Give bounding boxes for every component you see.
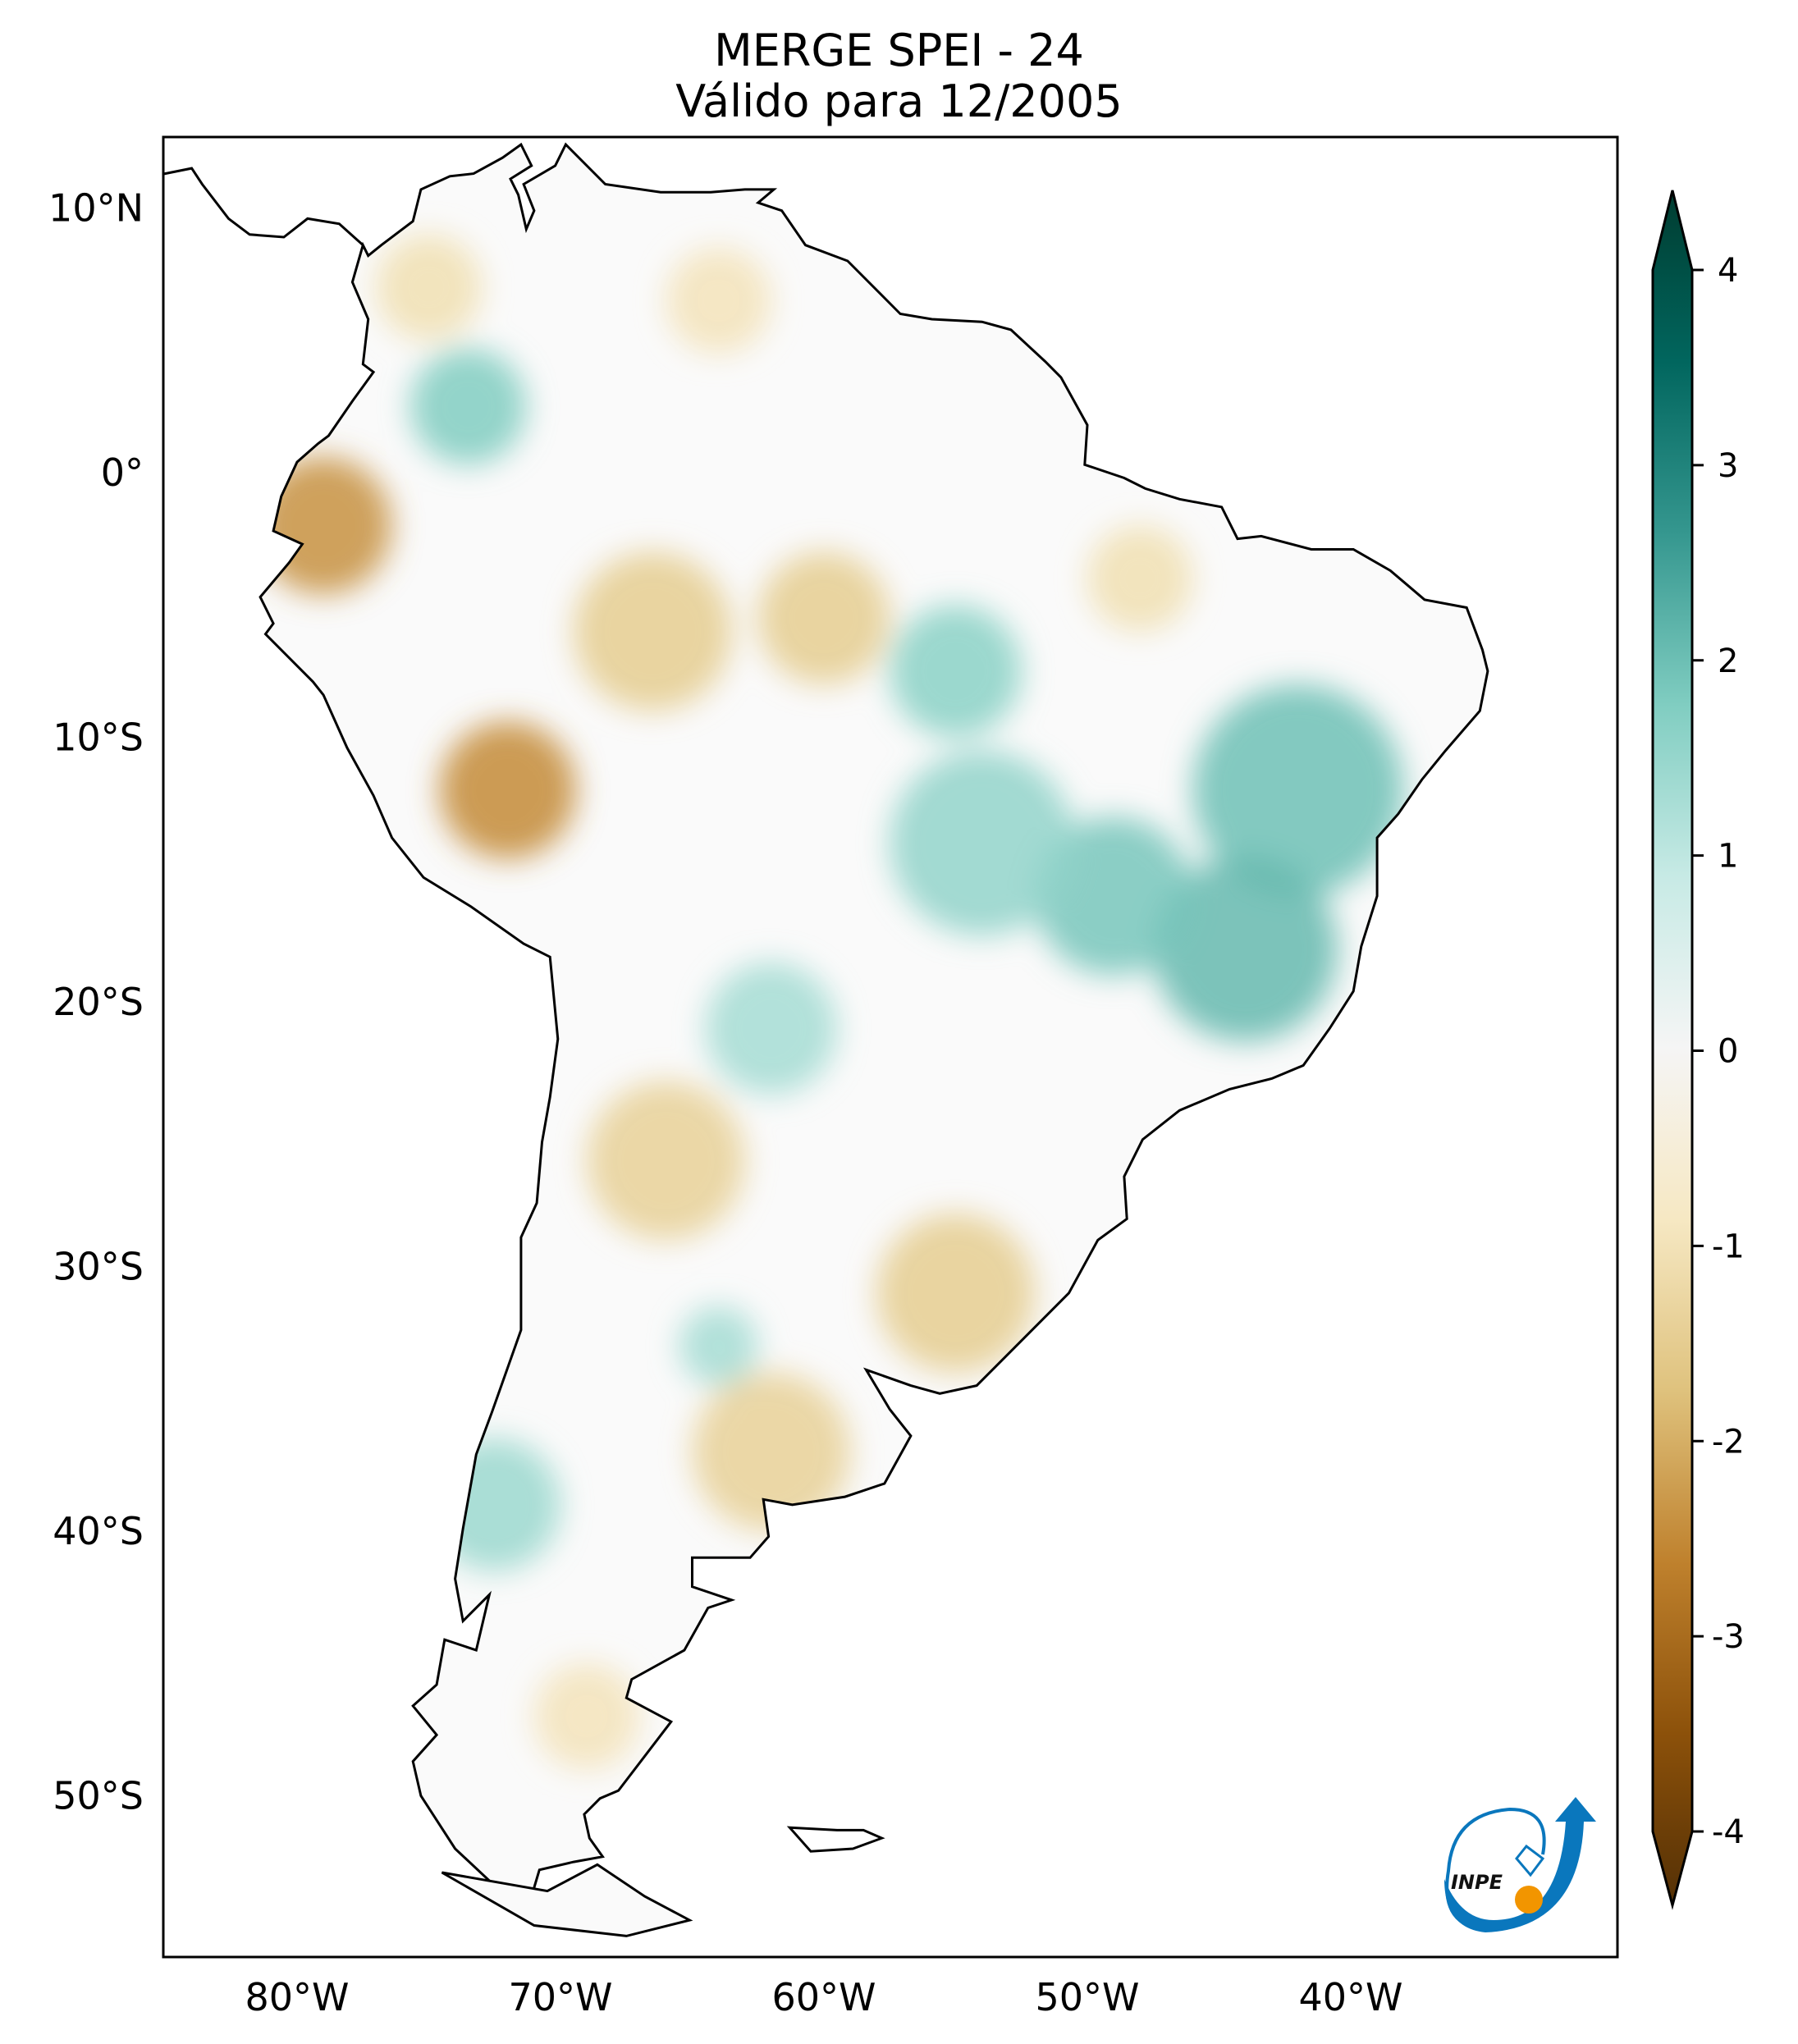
lon-tick-label: 60°W bbox=[771, 1975, 876, 2019]
spei-anomaly-region bbox=[876, 1214, 1035, 1373]
map-title: MERGE SPEI - 24 bbox=[714, 25, 1084, 76]
lat-tick-label: 20°S bbox=[53, 980, 144, 1024]
colorbar-tick-label: 1 bbox=[1718, 838, 1738, 876]
falkland-islands bbox=[786, 1826, 885, 1853]
colorbar-tick-label: 2 bbox=[1718, 642, 1738, 680]
colorbar-tick-label: 0 bbox=[1718, 1033, 1738, 1071]
spei-anomaly-region bbox=[410, 348, 527, 465]
lon-tick-label: 70°W bbox=[508, 1975, 612, 2019]
spei-anomaly-region bbox=[679, 1306, 758, 1386]
spei-anomaly-region bbox=[757, 551, 890, 684]
lon-tick-label: 80°W bbox=[245, 1975, 349, 2019]
colorbar-tick-label: -3 bbox=[1712, 1618, 1745, 1656]
latitude-axis: 10°N 0° 10°S 20°S 30°S 40°S 50°S bbox=[48, 186, 144, 1818]
colorbar-tick-label: -2 bbox=[1712, 1423, 1745, 1461]
lon-tick-label: 40°W bbox=[1298, 1975, 1402, 2019]
spei-anomaly-region bbox=[1192, 684, 1404, 896]
colorbar-tick-label: 3 bbox=[1718, 447, 1738, 485]
lat-tick-label: 10°N bbox=[48, 186, 144, 231]
spei-anomaly-region bbox=[439, 721, 577, 859]
map-frame bbox=[162, 135, 1619, 1959]
logo-sun bbox=[1515, 1886, 1543, 1914]
longitude-axis: 80°W 70°W 60°W 50°W 40°W bbox=[245, 1975, 1402, 2019]
tierra-del-fuego bbox=[441, 1863, 693, 1937]
inpe-logo: INPE bbox=[1444, 1797, 1596, 1932]
spei-anomaly-region bbox=[533, 1663, 640, 1770]
colorbar: 4 3 2 1 0 -1 -2 -3 -4 bbox=[1651, 190, 1745, 1910]
lon-tick-label: 50°W bbox=[1035, 1975, 1139, 2019]
spei-anomaly-region bbox=[890, 750, 1074, 936]
lat-tick-label: 40°S bbox=[53, 1509, 144, 1553]
logo-text: INPE bbox=[1451, 1871, 1503, 1894]
spei-anomaly-region bbox=[890, 605, 1022, 738]
central-america-coast bbox=[163, 167, 364, 246]
spei-anomaly-region bbox=[587, 1081, 745, 1241]
spei-anomaly-region bbox=[574, 551, 732, 711]
lat-tick-label: 50°S bbox=[53, 1774, 144, 1818]
spei-anomaly-region bbox=[1034, 816, 1193, 976]
lat-tick-label: 30°S bbox=[53, 1245, 144, 1289]
colorbar-tick-label: -4 bbox=[1712, 1813, 1745, 1851]
spei-anomaly-region bbox=[376, 234, 482, 341]
lat-tick-label: 10°S bbox=[53, 716, 144, 760]
colorbar-tick-label: 4 bbox=[1718, 252, 1738, 290]
colorbar-tick-label: -1 bbox=[1712, 1228, 1745, 1265]
spei-anomaly-region bbox=[692, 1372, 851, 1531]
spei-anomaly-region bbox=[705, 962, 838, 1095]
spei-anomaly-region bbox=[666, 247, 771, 354]
lat-tick-label: 0° bbox=[101, 450, 144, 495]
spei-anomaly-region bbox=[1087, 525, 1193, 632]
map-subtitle: Válido para 12/2005 bbox=[675, 75, 1123, 127]
spei-anomaly-region bbox=[1153, 856, 1338, 1042]
coastline bbox=[258, 142, 1489, 1898]
spei-anomaly-region bbox=[428, 1438, 560, 1571]
